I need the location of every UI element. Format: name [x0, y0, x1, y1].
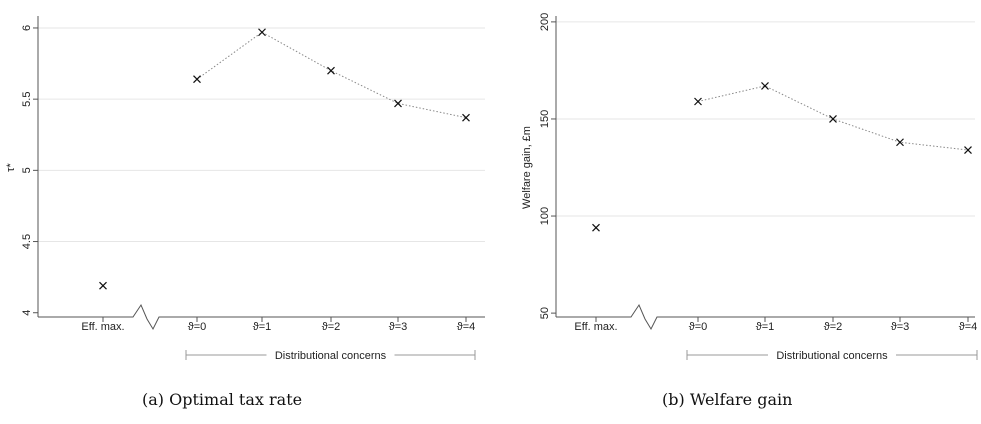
caption-optimal-tax-rate: (a) Optimal tax rate: [142, 390, 303, 409]
x-tick-label: Eff. max.: [81, 321, 124, 333]
y-tick-label: 6: [21, 25, 33, 31]
y-tick-label: 100: [539, 207, 551, 225]
x-tick-label: ϑ=0: [689, 321, 708, 333]
marker-stroke: [694, 97, 702, 106]
marker-stroke: [394, 99, 402, 108]
data-point-ϑ=1: [761, 82, 769, 90]
caption-welfare-gain: (b) Welfare gain: [662, 390, 793, 409]
marker-stroke: [327, 66, 335, 75]
chart-panel-b: 50 100 150 200 Welfare gain, £m Eff. max. ϑ=0 ϑ…: [521, 13, 978, 362]
x-tick-label: ϑ=3: [891, 321, 910, 333]
series-line: [196, 31, 467, 119]
x-tick-label: Eff. max.: [574, 321, 617, 333]
chart-panel-a: 4 4.5 5 5.5 6 τ* Eff. max. ϑ=0 ϑ=1 ϑ=2 ϑ=3 ϑ=4 Distr…: [5, 16, 485, 362]
data-point-ϑ=0: [694, 97, 702, 106]
x-tick-label: ϑ=0: [188, 321, 207, 333]
x-tick-label: ϑ=4: [959, 321, 978, 333]
data-point-ϑ=0: [193, 75, 201, 84]
series-line: [697, 85, 969, 151]
y-axis-title: Welfare gain, £m: [521, 126, 533, 209]
x-tick-label: ϑ=2: [322, 321, 341, 333]
marker-stroke: [592, 223, 600, 232]
x-tick-label: ϑ=4: [457, 321, 476, 333]
marker-stroke: [761, 82, 769, 90]
x-tick-label: ϑ=2: [824, 321, 843, 333]
marker-stroke: [829, 115, 837, 123]
x-tick-label: ϑ=1: [756, 321, 775, 333]
y-tick-label: 50: [539, 307, 551, 319]
data-point-ϑ=2: [327, 66, 335, 75]
marker-stroke: [99, 281, 107, 290]
y-tick-label: 5.5: [21, 92, 33, 107]
data-point-ϑ=1: [258, 28, 266, 37]
marker-stroke: [193, 75, 201, 84]
y-tick-label: 200: [539, 13, 551, 31]
data-point-ϑ=4: [964, 146, 972, 154]
x-tick-label: ϑ=3: [389, 321, 408, 333]
x-axis-line-with-break: [38, 303, 485, 331]
marker-stroke: [258, 28, 266, 37]
y-tick-label: 150: [539, 110, 551, 128]
data-point-ϑ=4: [462, 113, 470, 122]
data-point-ϑ=2: [829, 115, 837, 123]
marker-stroke: [462, 113, 470, 122]
group-label: Distributional concerns: [275, 350, 387, 362]
data-point-ϑ=3: [896, 138, 904, 147]
x-axis-line-with-break: [556, 303, 975, 331]
data-point-Eff. max.: [592, 223, 600, 232]
data-point-ϑ=3: [394, 99, 402, 108]
marker-stroke: [964, 146, 972, 154]
y-tick-label: 4.5: [21, 234, 33, 249]
y-tick-label: 4: [21, 310, 33, 316]
y-axis-title: τ*: [5, 162, 17, 171]
x-tick-label: ϑ=1: [253, 321, 272, 333]
y-tick-label: 5: [21, 167, 33, 173]
data-point-Eff. max.: [99, 281, 107, 290]
marker-stroke: [896, 138, 904, 147]
group-label: Distributional concerns: [776, 350, 888, 362]
